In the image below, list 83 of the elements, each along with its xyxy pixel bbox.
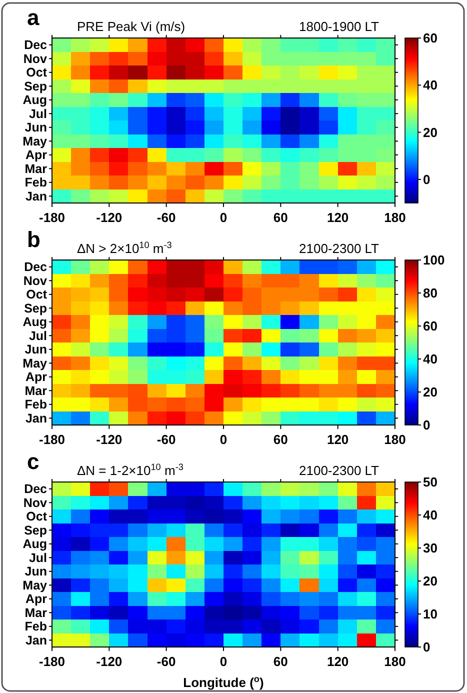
x-tick-label: 0	[220, 654, 228, 669]
y-tick-label: May	[22, 134, 48, 148]
y-tick-label: Nov	[23, 52, 48, 66]
y-tick-label: Jun	[24, 120, 47, 135]
text: ΔN = 1-2×10$^{10}$ m$^{-3}$	[77, 462, 184, 478]
y-tick-label: Sep	[24, 523, 48, 538]
color-bar-label: 60	[423, 318, 438, 334]
color-bar-label: 80	[423, 286, 438, 300]
x-tick-label: -180	[38, 210, 66, 225]
color-bar-label: 20	[423, 574, 438, 588]
y-tick-label: Mar	[24, 162, 48, 176]
chart-title: c	[27, 449, 40, 474]
color-bar-label: 40	[423, 508, 438, 522]
y-tick-label: Dec	[24, 260, 48, 274]
y-tick-label: Dec	[24, 38, 48, 52]
color-bar-label: 20	[423, 384, 438, 400]
y-tick-label: Feb	[24, 176, 48, 190]
x-axis-title: Longitude ($^{o}$)	[183, 674, 264, 690]
y-tick-label: Nov	[23, 496, 48, 510]
x-tick-label: 120	[326, 210, 349, 225]
color-bar-label: 60	[423, 30, 438, 46]
y-tick-label: Apr	[25, 592, 48, 606]
chart-title: b	[27, 227, 40, 252]
chart-title: a	[27, 5, 40, 30]
text: ΔN > 2×10$^{10}$ m$^{-3}$	[77, 240, 172, 256]
y-tick-label: Aug	[22, 537, 47, 552]
color-bar-label: 0	[423, 418, 430, 432]
y-tick-label: Aug	[22, 315, 47, 330]
color-bar-label: 50	[423, 474, 438, 490]
y-tick-label: Apr	[25, 148, 48, 162]
color-bar-label: 40	[423, 352, 438, 366]
y-tick-label: Jul	[28, 328, 47, 343]
y-tick-label: Aug	[22, 93, 47, 108]
x-tick-label: -60	[156, 654, 176, 669]
x-tick-label: -120	[96, 654, 122, 669]
y-tick-label: Jul	[28, 106, 47, 121]
y-tick-label: Apr	[25, 370, 48, 384]
text: PRE Peak Vi (m/s)	[77, 19, 186, 34]
x-tick-label: 120	[326, 654, 349, 669]
x-tick-label: 60	[273, 432, 288, 447]
y-tick-label: Oct	[26, 288, 48, 302]
x-tick-label: 0	[220, 432, 228, 447]
y-tick-label: Mar	[24, 384, 48, 398]
x-tick-label: -180	[38, 654, 66, 669]
y-tick-label: Dec	[24, 482, 48, 496]
y-tick-label: May	[22, 578, 48, 592]
y-tick-label: May	[22, 356, 48, 370]
x-tick-label: 180	[384, 432, 406, 447]
y-tick-label: Jul	[28, 550, 47, 565]
color-bar-label: 100	[423, 252, 445, 268]
y-tick-label: Jan	[25, 633, 47, 648]
y-tick-label: Sep	[24, 301, 48, 316]
x-tick-label: 60	[273, 654, 288, 669]
x-tick-label: 180	[384, 654, 406, 669]
x-tick-label: 0	[220, 210, 228, 225]
x-tick-label: -180	[38, 432, 66, 447]
y-tick-label: Nov	[23, 274, 48, 288]
color-bar-label: 0	[423, 172, 430, 187]
text: 2100-2300 LT	[299, 463, 380, 478]
x-tick-label: 60	[273, 210, 288, 225]
color-bar-label: 10	[423, 606, 438, 622]
text: 1800-1900 LT	[299, 19, 380, 34]
y-tick-label: Jan	[25, 189, 47, 204]
y-tick-label: Oct	[26, 66, 48, 80]
x-tick-label: -60	[156, 210, 176, 225]
x-tick-label: -60	[156, 432, 176, 447]
color-bar-label: 0	[423, 640, 430, 654]
y-tick-label: Sep	[24, 79, 48, 94]
color-bar-label: 30	[423, 540, 438, 556]
y-tick-label: Feb	[24, 620, 48, 634]
y-tick-label: Jan	[25, 411, 47, 426]
y-tick-label: Mar	[24, 606, 48, 620]
x-tick-label: 180	[384, 210, 406, 225]
x-tick-label: -120	[96, 432, 122, 447]
x-tick-label: -120	[96, 210, 122, 225]
y-tick-label: Feb	[24, 398, 48, 412]
y-tick-label: Jun	[24, 564, 47, 579]
y-tick-label: Oct	[26, 510, 48, 524]
text: 2100-2300 LT	[299, 241, 380, 256]
color-bar-label: 20	[423, 124, 438, 140]
y-tick-label: Jun	[24, 342, 47, 357]
x-tick-label: 120	[326, 432, 349, 447]
color-bar-label: 40	[423, 78, 438, 93]
